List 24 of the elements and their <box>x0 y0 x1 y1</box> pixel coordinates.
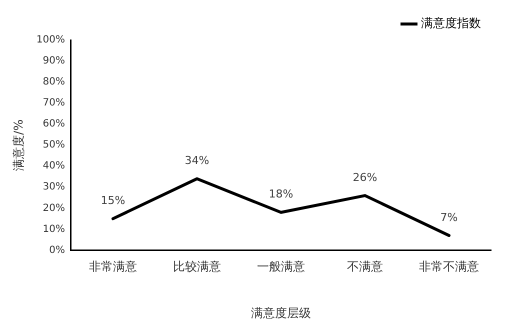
y-tick-label: 50% <box>42 140 65 151</box>
x-tick-label: 非常不满意 <box>419 260 479 274</box>
y-tick-label: 0% <box>49 244 65 256</box>
legend-label: 满意度指数 <box>421 16 481 30</box>
data-label: 7% <box>440 210 458 224</box>
data-label: 34% <box>184 154 210 168</box>
y-tick-label: 100% <box>36 34 65 46</box>
x-tick-label: 一般满意 <box>256 260 305 274</box>
data-label: 15% <box>100 194 126 208</box>
data-label: 26% <box>352 170 378 184</box>
x-tick-label: 比较满意 <box>172 260 221 274</box>
y-axis-title: 满意度/% <box>11 119 26 171</box>
x-tick-label: 不满意 <box>346 260 383 274</box>
y-tick-label: 80% <box>42 76 65 88</box>
x-tick-label: 非常满意 <box>88 260 137 274</box>
y-tick-label: 70% <box>42 98 65 109</box>
x-axis-title: 满意度层级 <box>250 306 311 320</box>
data-label: 18% <box>268 188 294 201</box>
y-tick-label: 40% <box>42 160 65 172</box>
y-tick-label: 10% <box>42 224 65 235</box>
y-tick-label: 30% <box>42 182 65 193</box>
y-tick-label: 20% <box>42 202 65 214</box>
y-tick-label: 60% <box>42 118 65 130</box>
y-tick-label: 90% <box>42 56 65 67</box>
